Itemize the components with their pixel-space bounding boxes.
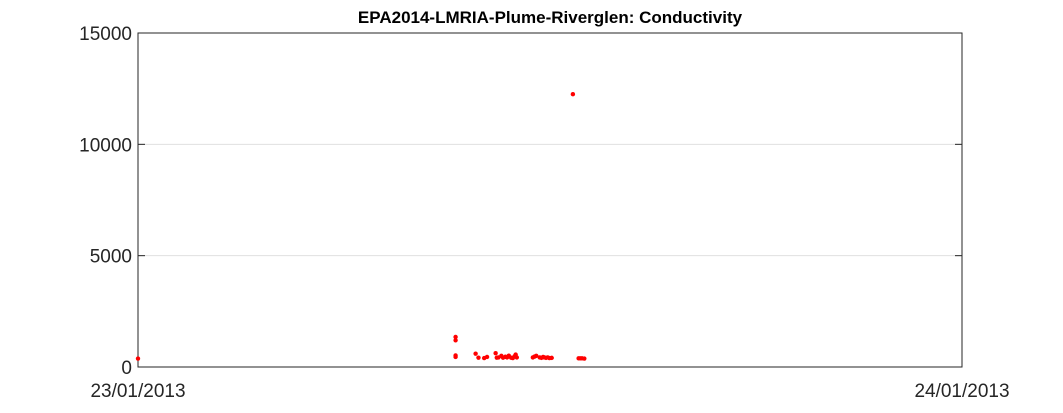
data-point	[549, 355, 554, 361]
y-tick-label: 15000	[79, 24, 132, 45]
data-point	[473, 351, 478, 356]
grid-lines	[138, 143, 962, 257]
data-point	[493, 350, 498, 356]
x-tick-label: 23/01/2013	[90, 381, 185, 402]
data-point	[484, 354, 490, 360]
y-axis: 0 5000 10000 15000	[79, 24, 962, 379]
plot-area	[137, 32, 963, 368]
data-point	[453, 338, 458, 343]
data-point	[582, 356, 587, 361]
x-axis: 23/01/2013 24/01/2013	[90, 381, 1009, 402]
x-tick-label: 24/01/2013	[914, 381, 1009, 402]
data-points	[135, 92, 587, 361]
data-point	[476, 355, 481, 360]
data-point	[135, 356, 141, 361]
y-tick-label: 0	[121, 358, 132, 379]
data-point	[570, 92, 576, 97]
chart-title: EPA2014-LMRIA-Plume-Riverglen: Conductiv…	[358, 8, 743, 27]
data-point	[534, 353, 539, 359]
data-point	[453, 334, 458, 340]
data-point	[514, 355, 520, 360]
y-tick-label: 10000	[79, 135, 132, 156]
data-point	[453, 354, 458, 360]
y-tick-label: 5000	[90, 247, 132, 268]
